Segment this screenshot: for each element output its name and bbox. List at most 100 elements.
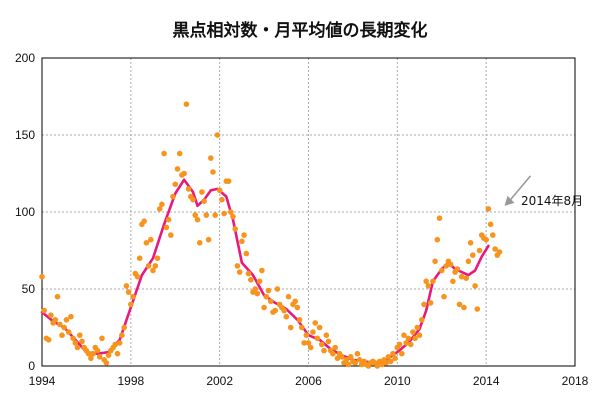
data-point (436, 215, 443, 221)
data-point (343, 357, 350, 363)
data-point (128, 301, 134, 308)
data-point (68, 313, 74, 320)
data-point (410, 329, 416, 335)
data-point (285, 293, 292, 300)
data-point (339, 354, 345, 360)
data-point (334, 355, 341, 362)
data-point (447, 261, 454, 268)
data-point (314, 335, 321, 342)
data-point (430, 278, 436, 285)
data-point (183, 101, 190, 107)
annotation-label: 2014年8月 (521, 194, 583, 208)
data-point (243, 250, 250, 257)
data-point (105, 352, 112, 359)
data-point (305, 340, 312, 346)
plot-frame (41, 57, 576, 367)
data-point (425, 283, 432, 289)
data-point (201, 198, 207, 204)
data-point (163, 224, 170, 231)
data-point (54, 293, 61, 300)
monthly-points-layer (39, 101, 503, 369)
data-point (303, 332, 310, 339)
data-point (199, 189, 205, 195)
data-point (352, 360, 358, 366)
data-point (263, 293, 270, 300)
data-point (119, 332, 125, 339)
data-point (94, 347, 101, 354)
data-point (312, 320, 319, 326)
data-point (321, 347, 327, 354)
x-tick-label: 2006 (295, 374, 322, 388)
data-point (41, 307, 47, 314)
data-point (379, 361, 385, 368)
data-point (401, 332, 407, 339)
data-point (254, 290, 261, 297)
data-point (234, 263, 241, 269)
data-point (454, 266, 461, 272)
data-point (439, 267, 445, 274)
data-point (385, 354, 392, 360)
data-point (39, 273, 45, 280)
x-tick-label: 1994 (29, 374, 56, 388)
data-point (332, 344, 339, 351)
data-point (261, 304, 267, 311)
data-point (403, 340, 410, 346)
data-point (356, 357, 363, 363)
data-point (196, 240, 203, 246)
data-point (461, 304, 467, 311)
data-point (467, 240, 474, 246)
data-point (145, 263, 152, 269)
data-point (485, 206, 492, 212)
x-tick-label: 1998 (117, 374, 144, 388)
data-point (301, 340, 307, 346)
data-point (85, 350, 92, 357)
data-point (221, 210, 227, 217)
data-point (230, 213, 236, 220)
data-point (325, 338, 332, 345)
y-tick-label: 200 (15, 51, 35, 65)
data-point (88, 355, 94, 362)
data-point (330, 350, 336, 357)
data-point (48, 312, 54, 319)
data-point (294, 304, 301, 311)
data-point (216, 187, 223, 194)
annotation-layer: 2014年8月 (504, 175, 583, 208)
data-point (65, 329, 72, 335)
data-point (45, 337, 52, 343)
data-point (214, 132, 221, 138)
data-point (159, 201, 165, 208)
data-point (470, 252, 476, 258)
data-point (458, 273, 465, 280)
data-point (245, 270, 252, 277)
grid-layer (42, 58, 575, 366)
data-point (267, 298, 274, 305)
annotation-arrow-shaft (508, 175, 532, 202)
data-point (125, 289, 132, 295)
data-point (292, 298, 299, 305)
data-point (319, 341, 325, 348)
data-point (116, 340, 123, 346)
data-point (57, 321, 63, 328)
data-point (281, 307, 287, 314)
data-point (154, 255, 161, 261)
data-point (52, 317, 59, 323)
data-point (310, 329, 316, 335)
y-tick-label: 100 (15, 205, 35, 219)
data-point (72, 340, 79, 346)
data-point (210, 169, 216, 175)
data-point (432, 258, 438, 265)
data-point (192, 212, 198, 218)
data-point (152, 263, 159, 269)
data-point (99, 335, 105, 342)
data-point (423, 278, 430, 285)
data-point (136, 255, 143, 261)
axis-layer: 1994 1998 2002 2006 2010 2014 2018 0 50 100 150 200 (15, 51, 589, 388)
data-point (181, 170, 187, 177)
data-point (323, 332, 330, 339)
data-point (345, 361, 352, 368)
data-point (156, 206, 163, 212)
data-point (347, 354, 354, 360)
data-point (496, 249, 503, 255)
data-point (387, 358, 394, 365)
data-point (390, 350, 396, 357)
